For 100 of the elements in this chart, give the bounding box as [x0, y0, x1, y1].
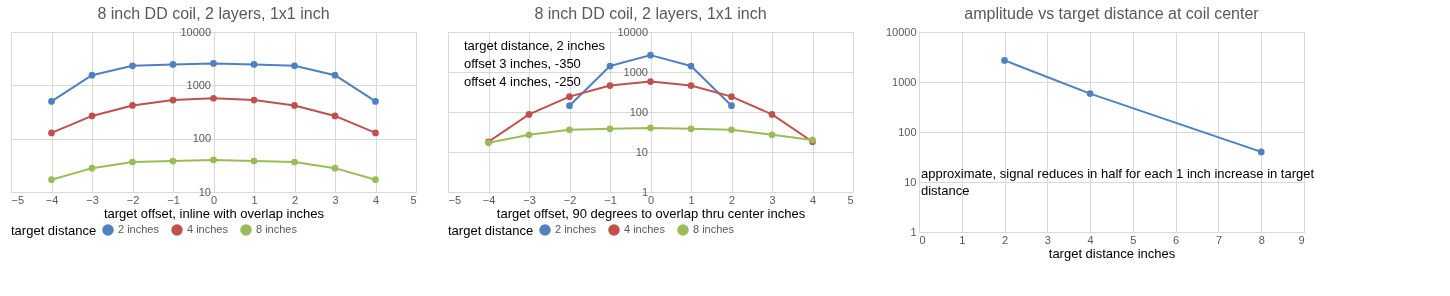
- x-tick-label: 0: [647, 193, 655, 206]
- y-tick-label: 1: [641, 185, 648, 198]
- legend-label: 8 inches: [256, 223, 298, 235]
- point: [1257, 148, 1265, 156]
- x-tick-label: 4: [809, 193, 817, 206]
- point: [372, 176, 379, 184]
- legend-title: target distance: [448, 223, 534, 238]
- point: [566, 126, 573, 134]
- point: [169, 157, 177, 165]
- x-tick-label: −5: [448, 193, 462, 206]
- point: [291, 62, 298, 70]
- x-tick-label: 0: [210, 193, 218, 206]
- x-axis-title: target offset, inline with overlap inches: [103, 205, 325, 221]
- y-tick-label: 10: [635, 145, 648, 158]
- point: [291, 158, 298, 166]
- y-tick-label: 100: [629, 105, 648, 118]
- point: [210, 60, 217, 67]
- point: [566, 93, 573, 100]
- x-tick-label: 3: [769, 193, 776, 206]
- x-tick-label: 8: [1258, 233, 1265, 246]
- x-tick-label: 1: [251, 193, 258, 206]
- point: [768, 131, 776, 139]
- y-tick-label: 1000: [623, 65, 648, 78]
- x-tick-label: −2: [563, 193, 577, 206]
- y-tick-label: 100: [898, 125, 917, 138]
- legend-label: 2 inches: [118, 223, 160, 235]
- x-tick-label: 2: [728, 193, 736, 206]
- x-axis-title: target offset, 90 degrees to overlap thru center inches: [496, 205, 806, 221]
- point: [525, 111, 533, 118]
- point: [606, 125, 614, 133]
- x-tick-label: 5: [847, 193, 854, 206]
- y-tick-label: 10000: [617, 25, 648, 38]
- x-tick-label: 3: [1044, 233, 1051, 246]
- point: [331, 71, 339, 79]
- point: [768, 111, 776, 118]
- legend-label: 8 inches: [693, 223, 735, 235]
- point: [728, 126, 735, 134]
- x-tick-label: −2: [126, 193, 140, 206]
- annotation: target distance, 2 inches: [464, 38, 606, 53]
- point: [647, 78, 654, 85]
- y-tick-label: 10000: [180, 25, 211, 38]
- point: [48, 98, 55, 105]
- point: [169, 96, 177, 104]
- chart-title: 8 inch DD coil, 2 layers, 1x1 inch: [97, 5, 330, 22]
- x-tick-label: 5: [1130, 233, 1137, 246]
- x-tick-label: 7: [1215, 233, 1223, 246]
- point: [88, 71, 96, 79]
- point: [129, 102, 136, 109]
- annotation: offset 4 inches, -250: [464, 74, 581, 89]
- point: [250, 157, 258, 165]
- point: [1001, 57, 1008, 64]
- y-tick-label: 100: [192, 132, 211, 145]
- point: [372, 129, 379, 137]
- point: [169, 61, 177, 68]
- x-tick-label: 1: [959, 233, 966, 246]
- chart-title: amplitude vs target distance at coil center: [964, 5, 1260, 22]
- y-tick-label: 10: [904, 175, 917, 188]
- x-axis-title: target distance inches: [1048, 245, 1176, 261]
- y-tick-label: 1000: [186, 78, 211, 91]
- x-tick-label: −1: [167, 193, 180, 206]
- point: [1086, 90, 1094, 97]
- x-tick-label: 3: [332, 193, 339, 206]
- x-tick-label: 0: [919, 233, 926, 246]
- point: [687, 125, 695, 133]
- annotation: approximate, signal reduces in half for each 1 inch increase in target distance: [921, 166, 1315, 198]
- x-tick-label: −1: [604, 193, 617, 206]
- point: [728, 102, 735, 110]
- y-tick-label: 1: [910, 225, 917, 238]
- point: [250, 61, 258, 68]
- point: [88, 112, 96, 120]
- point: [129, 62, 136, 70]
- legend-label: 2 inches: [555, 223, 597, 235]
- chart-title: 8 inch DD coil, 2 layers, 1x1 inch: [534, 5, 767, 22]
- point: [687, 62, 695, 70]
- point: [48, 176, 55, 184]
- x-tick-label: 1: [688, 193, 695, 206]
- x-tick-label: 2: [1001, 233, 1009, 246]
- point: [331, 164, 339, 172]
- x-tick-label: 6: [1173, 233, 1180, 246]
- y-tick-label: 1000: [892, 75, 917, 88]
- point: [372, 98, 379, 105]
- x-tick-label: 9: [1298, 233, 1305, 246]
- point: [647, 124, 654, 132]
- point: [647, 51, 654, 59]
- point: [566, 102, 573, 110]
- legend-title: target distance: [11, 223, 97, 238]
- point: [331, 112, 339, 120]
- x-tick-label: 5: [410, 193, 417, 206]
- x-tick-label: −3: [86, 193, 99, 206]
- x-tick-label: 4: [1087, 233, 1094, 246]
- y-tick-label: 10000: [885, 25, 917, 38]
- point: [687, 82, 695, 89]
- x-tick-label: −4: [45, 193, 59, 206]
- x-tick-label: −4: [482, 193, 496, 206]
- annotation: offset 3 inches, -350: [464, 56, 581, 71]
- point: [606, 82, 614, 89]
- point: [606, 62, 614, 70]
- x-tick-label: 4: [372, 193, 380, 206]
- point: [525, 131, 533, 139]
- point: [210, 156, 217, 164]
